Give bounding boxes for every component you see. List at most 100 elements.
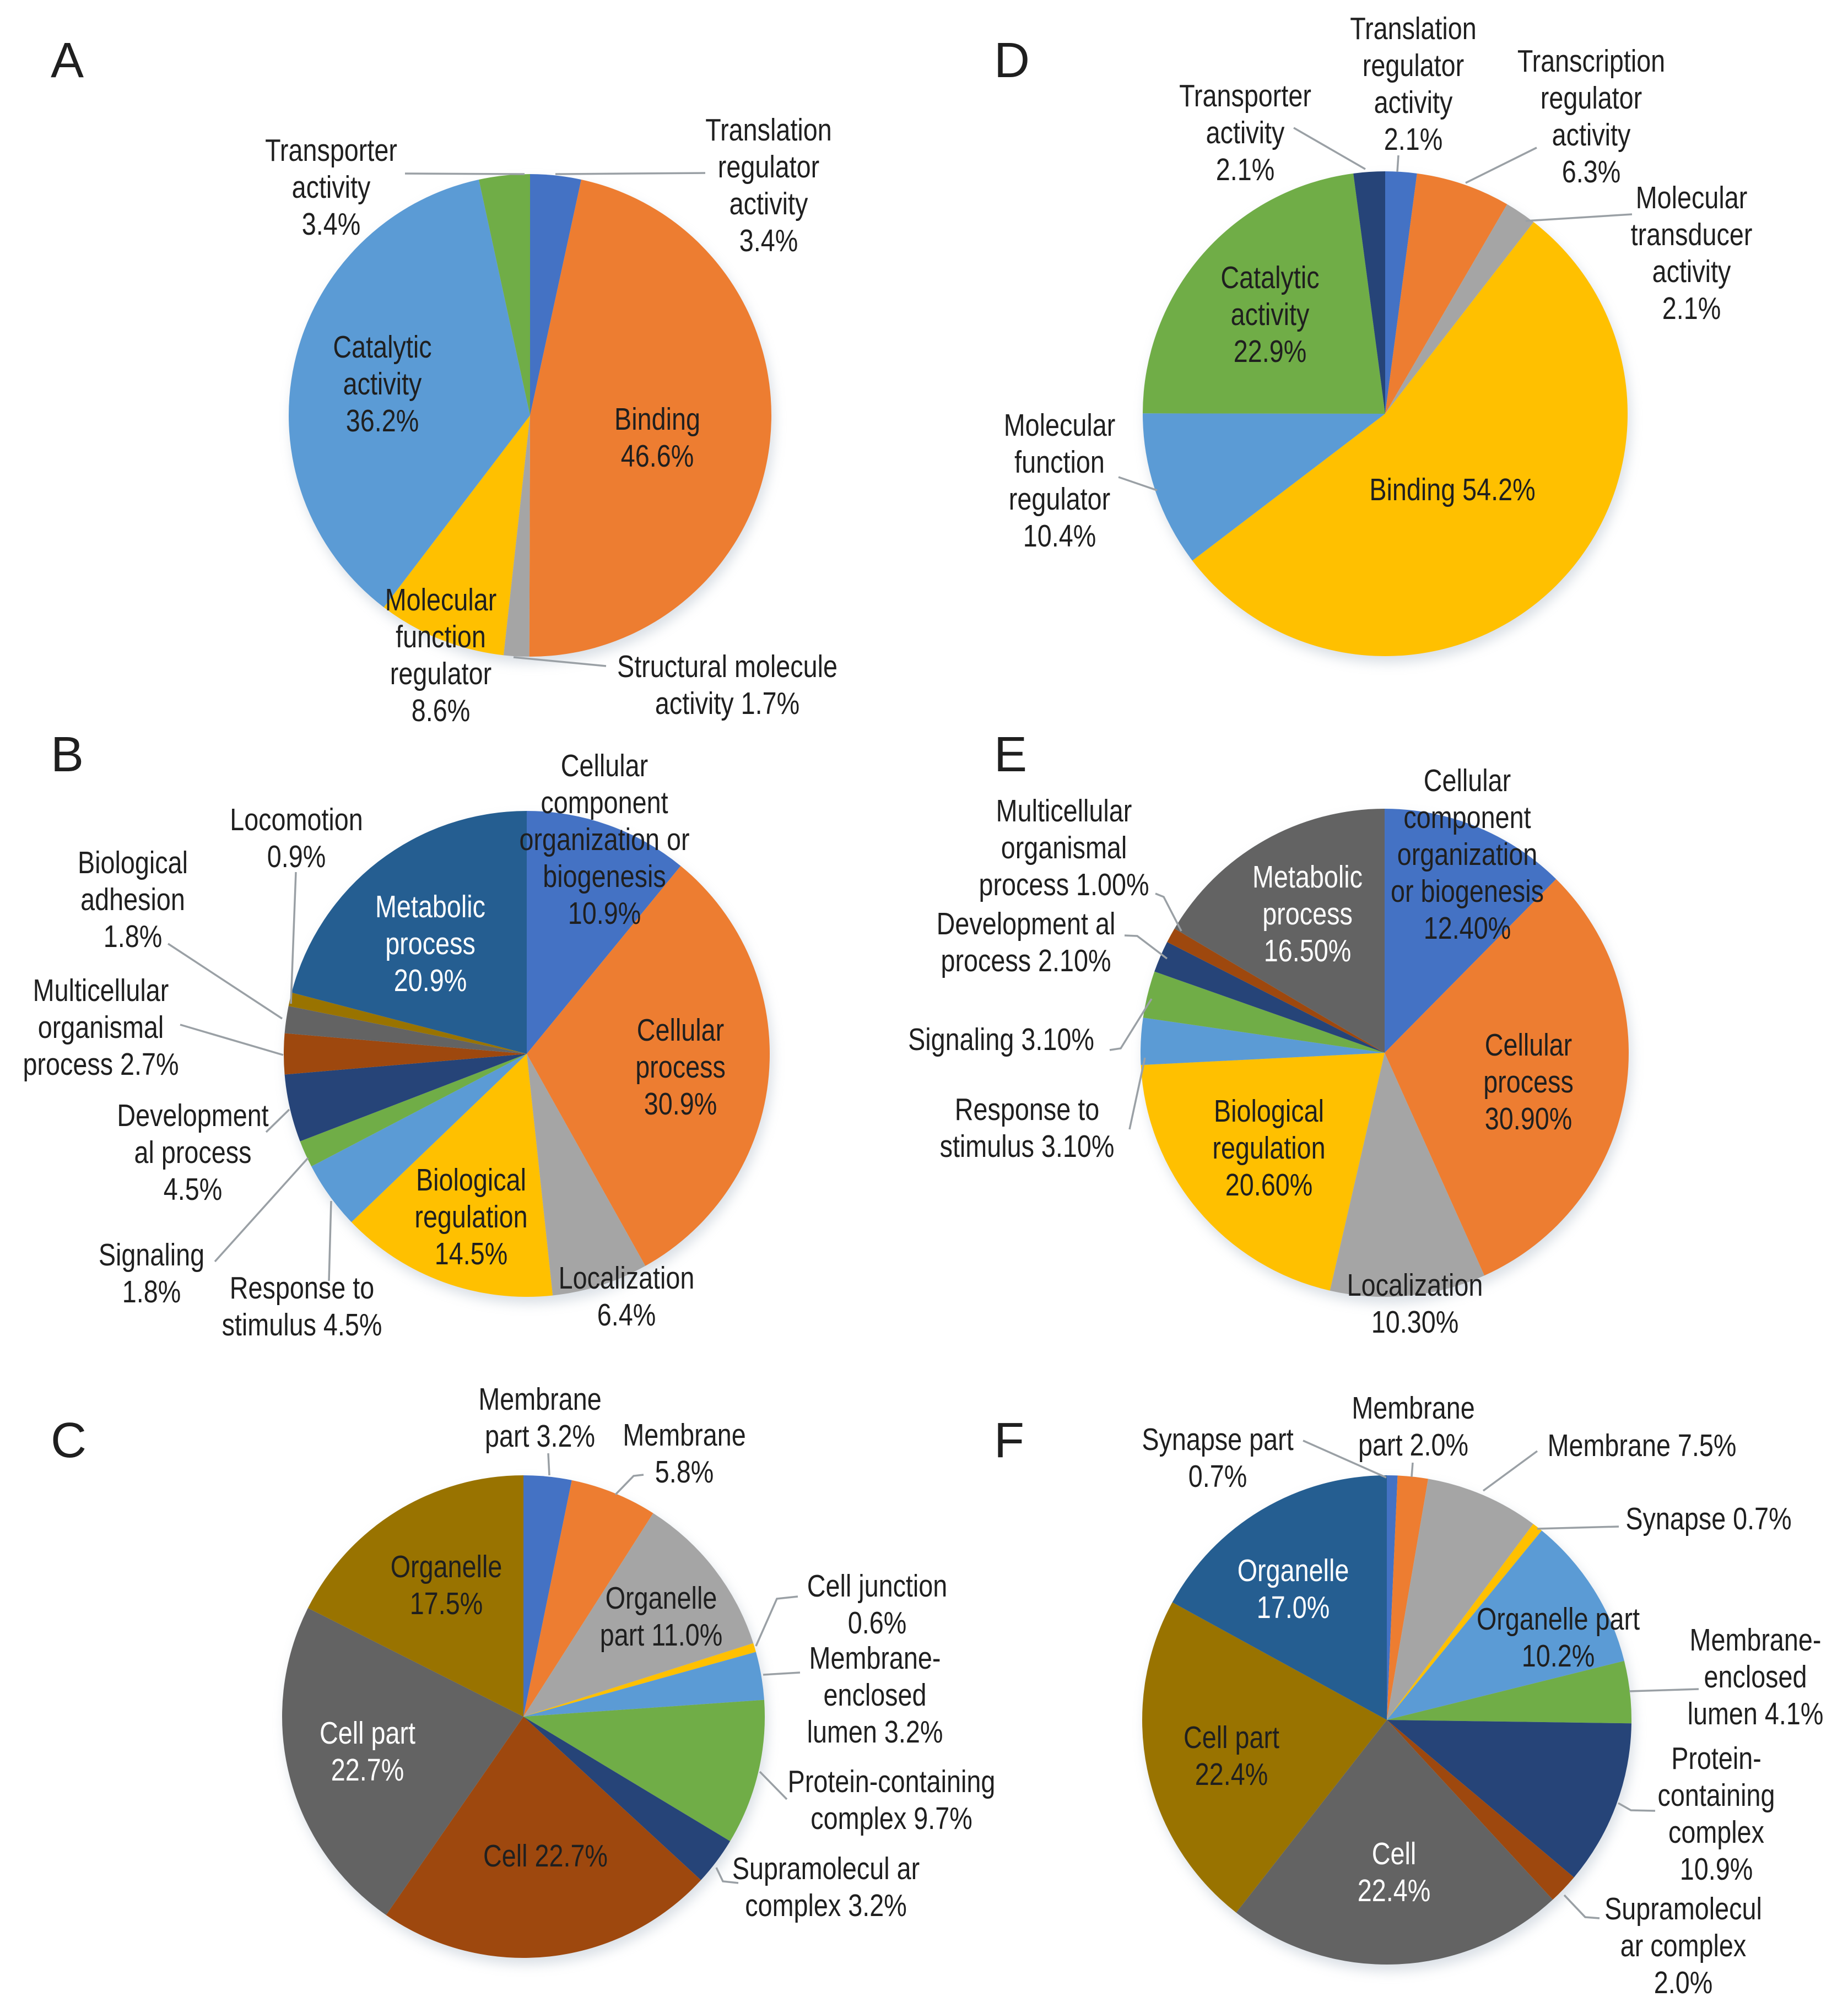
svg-text:Cellular: Cellular	[1485, 1028, 1572, 1063]
svg-text:activity: activity	[1652, 255, 1731, 289]
svg-text:30.90%: 30.90%	[1485, 1102, 1572, 1137]
svg-text:Multicellular: Multicellular	[996, 794, 1132, 829]
svg-text:organismal: organismal	[1001, 831, 1127, 865]
svg-text:2.1%: 2.1%	[1384, 122, 1443, 157]
svg-text:organization or: organization or	[519, 822, 689, 857]
svg-text:20.9%: 20.9%	[394, 964, 467, 998]
svg-text:containing: containing	[1657, 1778, 1775, 1813]
svg-text:process: process	[1483, 1065, 1574, 1100]
svg-text:E: E	[994, 727, 1027, 782]
svg-text:regulator: regulator	[1541, 81, 1642, 116]
svg-text:Membrane: Membrane	[1352, 1391, 1474, 1426]
svg-text:10.2%: 10.2%	[1522, 1639, 1595, 1674]
svg-text:2.1%: 2.1%	[1216, 153, 1275, 187]
svg-text:Signaling 3.10%: Signaling 3.10%	[908, 1022, 1094, 1057]
svg-text:lumen 3.2%: lumen 3.2%	[807, 1715, 943, 1750]
svg-text:al process: al process	[134, 1135, 252, 1170]
svg-text:Molecular: Molecular	[385, 583, 497, 618]
svg-text:part 11.0%: part 11.0%	[600, 1618, 723, 1653]
svg-text:10.30%: 10.30%	[1371, 1305, 1458, 1340]
svg-text:6.3%: 6.3%	[1562, 155, 1621, 190]
svg-text:Cell 22.7%: Cell 22.7%	[483, 1839, 608, 1874]
svg-text:A: A	[51, 33, 84, 88]
svg-text:process 2.10%: process 2.10%	[941, 944, 1111, 978]
svg-text:function: function	[1014, 445, 1105, 480]
svg-text:or biogenesis: or biogenesis	[1391, 874, 1544, 909]
svg-text:22.4%: 22.4%	[1358, 1874, 1431, 1908]
svg-text:Locomotion: Locomotion	[230, 803, 363, 837]
svg-text:Membrane 7.5%: Membrane 7.5%	[1548, 1428, 1737, 1463]
svg-text:process: process	[635, 1050, 726, 1085]
svg-text:D: D	[994, 33, 1030, 88]
svg-text:process: process	[1262, 897, 1353, 932]
svg-text:Membrane: Membrane	[623, 1418, 745, 1453]
svg-text:8.6%: 8.6%	[412, 694, 471, 728]
svg-text:Biological: Biological	[1214, 1094, 1324, 1129]
svg-text:complex 9.7%: complex 9.7%	[810, 1801, 972, 1836]
svg-text:14.5%: 14.5%	[435, 1237, 508, 1271]
svg-text:0.9%: 0.9%	[267, 840, 326, 874]
svg-text:36.2%: 36.2%	[346, 404, 419, 439]
svg-text:0.7%: 0.7%	[1188, 1459, 1247, 1494]
svg-text:activity: activity	[343, 367, 422, 402]
svg-text:2.0%: 2.0%	[1654, 1966, 1713, 2000]
svg-text:Supramolecul ar: Supramolecul ar	[732, 1852, 920, 1886]
svg-text:enclosed: enclosed	[823, 1678, 926, 1713]
svg-text:Protein-: Protein-	[1671, 1741, 1761, 1776]
svg-text:Cell: Cell	[1372, 1837, 1417, 1871]
svg-text:Response to: Response to	[955, 1092, 1099, 1127]
svg-text:adhesion: adhesion	[80, 883, 185, 917]
svg-text:Synapse part: Synapse part	[1142, 1422, 1294, 1457]
svg-text:1.8%: 1.8%	[104, 919, 163, 954]
svg-text:Multicellular: Multicellular	[33, 973, 169, 1008]
svg-text:Molecular: Molecular	[1004, 408, 1116, 443]
svg-text:component: component	[1403, 800, 1531, 835]
svg-text:Biological: Biological	[416, 1163, 526, 1198]
svg-text:stimulus 3.10%: stimulus 3.10%	[940, 1129, 1115, 1164]
svg-text:22.4%: 22.4%	[1195, 1757, 1268, 1792]
svg-text:Organelle part: Organelle part	[1477, 1602, 1640, 1637]
svg-text:ar complex: ar complex	[1620, 1929, 1747, 1963]
svg-text:30.9%: 30.9%	[644, 1087, 717, 1122]
svg-text:process: process	[385, 927, 475, 961]
svg-text:Cell part: Cell part	[1184, 1720, 1279, 1755]
svg-text:Response to: Response to	[230, 1271, 374, 1306]
svg-text:activity: activity	[1552, 118, 1631, 153]
svg-text:complex: complex	[1668, 1815, 1764, 1850]
svg-text:2.1%: 2.1%	[1662, 291, 1721, 326]
svg-text:regulator: regulator	[1363, 48, 1464, 83]
svg-text:organization: organization	[1397, 837, 1538, 872]
svg-text:Metabolic: Metabolic	[375, 890, 485, 924]
svg-text:Cellular: Cellular	[561, 749, 648, 783]
svg-text:component: component	[541, 786, 668, 820]
svg-text:activity: activity	[1231, 297, 1310, 332]
svg-text:Synapse 0.7%: Synapse 0.7%	[1625, 1502, 1791, 1536]
svg-text:12.40%: 12.40%	[1424, 911, 1511, 946]
svg-text:Catalytic: Catalytic	[333, 330, 431, 365]
svg-text:part 3.2%: part 3.2%	[485, 1419, 595, 1454]
svg-text:Binding 54.2%: Binding 54.2%	[1369, 473, 1535, 507]
svg-text:Transporter: Transporter	[265, 133, 397, 168]
svg-text:stimulus 4.5%: stimulus 4.5%	[222, 1308, 382, 1343]
svg-text:Structural molecule: Structural molecule	[617, 650, 837, 684]
svg-text:Transporter: Transporter	[1179, 79, 1311, 113]
svg-text:Organelle: Organelle	[391, 1550, 502, 1584]
svg-text:0.6%: 0.6%	[848, 1606, 907, 1641]
svg-text:regulator: regulator	[718, 150, 819, 185]
svg-text:complex 3.2%: complex 3.2%	[745, 1888, 906, 1923]
svg-text:22.9%: 22.9%	[1234, 334, 1307, 369]
svg-text:activity 1.7%: activity 1.7%	[655, 686, 799, 721]
svg-text:Biological: Biological	[78, 846, 188, 880]
svg-text:22.7%: 22.7%	[331, 1753, 404, 1788]
svg-text:3.4%: 3.4%	[302, 207, 361, 242]
svg-text:Cell junction: Cell junction	[807, 1569, 948, 1604]
svg-text:activity: activity	[1206, 116, 1285, 150]
svg-text:Translation: Translation	[705, 113, 831, 148]
svg-text:Protein-containing: Protein-containing	[788, 1765, 996, 1799]
svg-text:1.8%: 1.8%	[122, 1275, 181, 1309]
svg-text:Cell part: Cell part	[320, 1716, 415, 1751]
svg-text:10.4%: 10.4%	[1023, 519, 1096, 554]
svg-text:5.8%: 5.8%	[655, 1455, 714, 1490]
svg-text:regulation: regulation	[1212, 1131, 1325, 1166]
svg-text:20.60%: 20.60%	[1225, 1168, 1312, 1203]
